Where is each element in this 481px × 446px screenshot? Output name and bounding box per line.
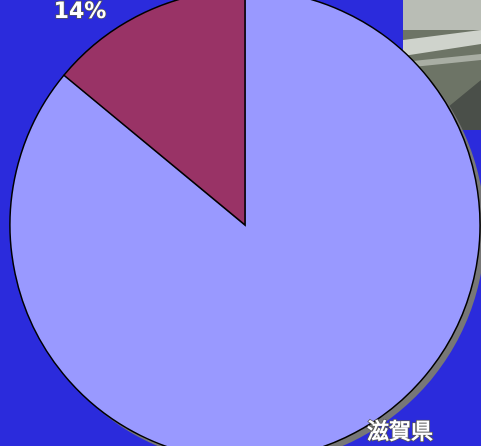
chart: 滋賀県 14% [0, 0, 481, 446]
category-label: 滋賀県 [367, 419, 433, 445]
page: {"chart_data": {"type": "pie", "categori… [0, 0, 481, 446]
value-label: 14% [54, 0, 107, 24]
